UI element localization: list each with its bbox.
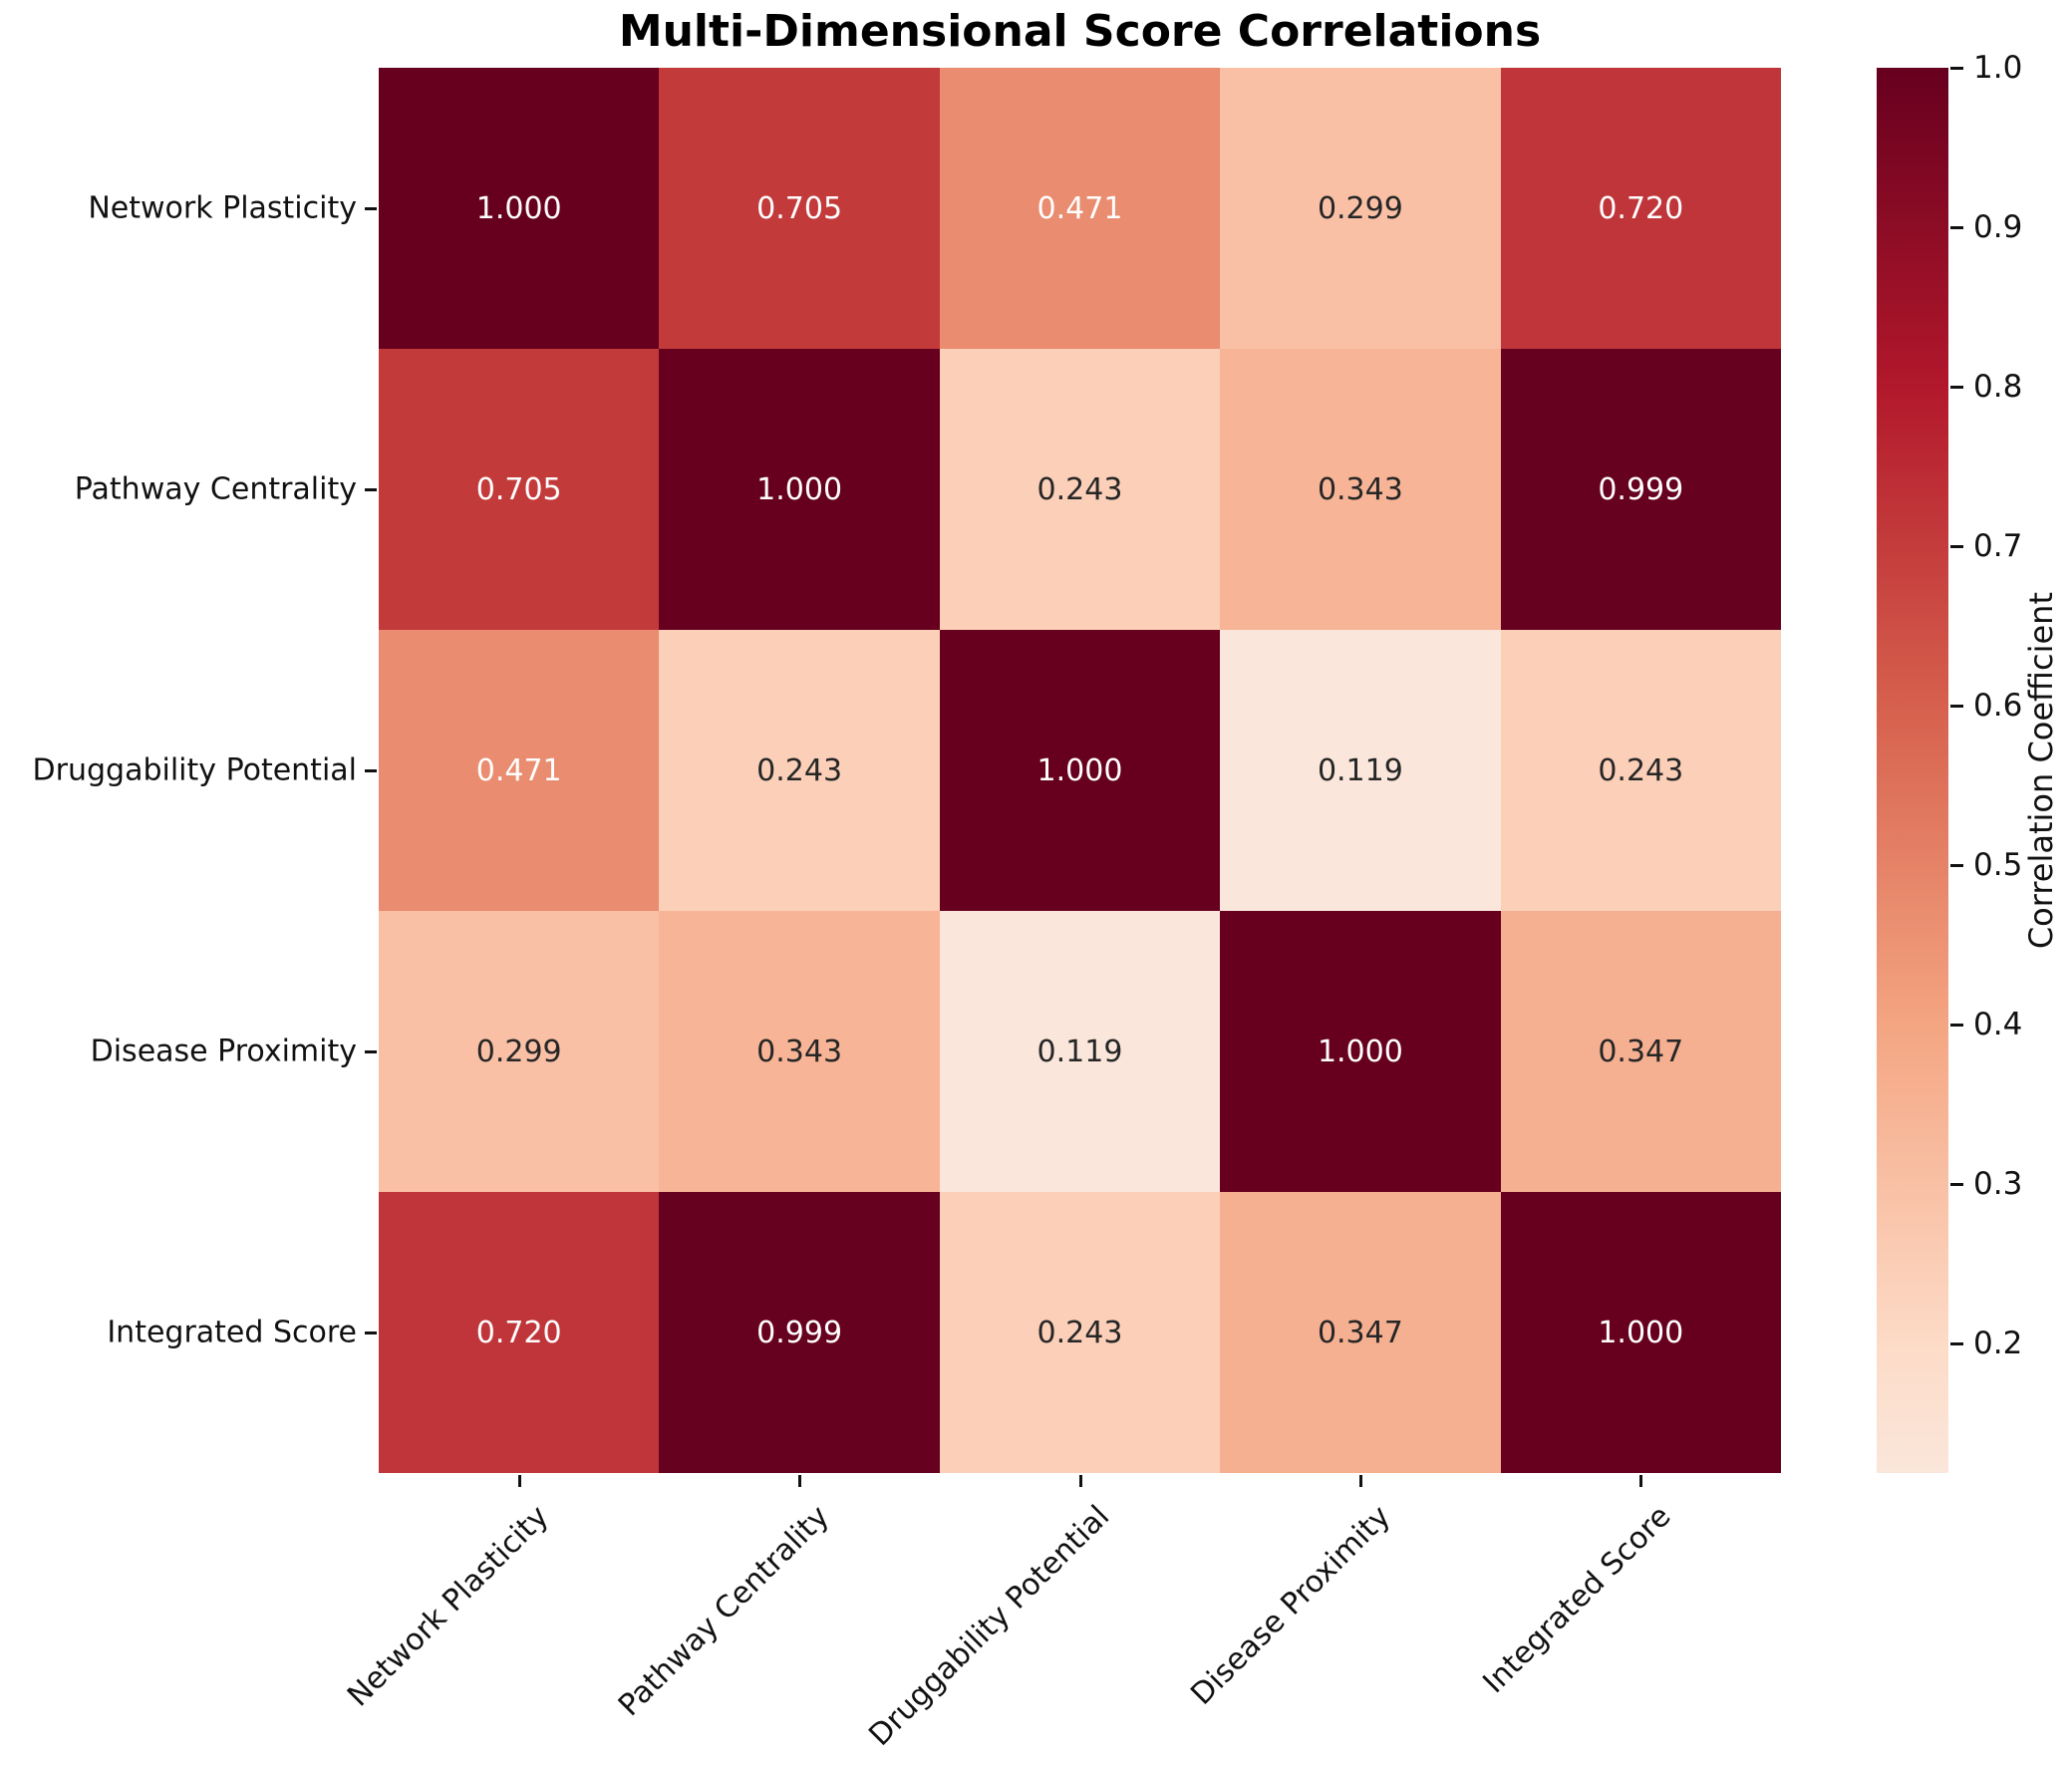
colorbar-tick-mark [1950,864,1963,868]
heatmap-cell: 0.119 [939,911,1221,1192]
cell-value-label: 1.000 [756,471,843,507]
colorbar-tick-mark [1950,545,1963,549]
y-tick-label: Network Plasticity [88,190,357,226]
cell-value-label: 0.119 [1036,1034,1123,1069]
y-tick-label: Pathway Centrality [74,471,357,507]
heatmap-cell: 0.299 [379,911,660,1192]
y-tick-mark [365,207,377,210]
cell-value-label: 0.999 [1598,471,1684,507]
heatmap-cell: 0.243 [939,1192,1221,1473]
x-tick-label: Disease Proximity [1183,1499,1397,1712]
cell-value-label: 0.999 [756,1315,843,1350]
x-tick-label: Pathway Centrality [611,1499,836,1724]
heatmap-cell: 0.471 [379,630,660,911]
cell-value-label: 1.000 [1036,752,1123,788]
y-tick-mark [365,1050,377,1053]
colorbar-tick-mark [1950,1342,1963,1346]
cell-value-label: 0.243 [756,752,843,788]
cell-value-label: 0.343 [1317,471,1403,507]
heatmap-cell: 1.000 [1220,911,1501,1192]
heatmap-cell: 0.243 [1500,630,1781,911]
cell-value-label: 0.720 [1598,190,1684,226]
cell-value-label: 0.119 [1317,752,1403,788]
cell-value-label: 0.343 [756,1034,843,1069]
cell-value-label: 1.000 [1317,1034,1403,1069]
x-tick-mark [517,1475,521,1487]
cell-value-label: 0.705 [756,190,843,226]
colorbar-tick-mark [1950,705,1963,709]
heatmap-cell: 1.000 [1500,1192,1781,1473]
cell-value-label: 0.720 [475,1315,562,1350]
chart-title: Multi-Dimensional Score Correlations [618,6,1542,57]
x-tick-label: Druggability Potential [862,1499,1117,1753]
colorbar-tick-label: 0.3 [1973,1166,2023,1203]
colorbar-tick-label: 0.7 [1973,528,2023,565]
y-tick-mark [365,488,377,491]
heatmap-cell: 0.999 [1500,349,1781,630]
x-tick-mark [1358,1475,1362,1487]
heatmap-cell: 0.720 [379,1192,660,1473]
cell-value-label: 0.347 [1598,1034,1684,1069]
colorbar-tick-label: 0.4 [1973,1007,2023,1043]
heatmap-cell: 0.347 [1220,1192,1501,1473]
colorbar-tick-label: 0.2 [1973,1326,2023,1362]
colorbar [1877,68,1948,1473]
cell-value-label: 0.347 [1317,1315,1403,1350]
colorbar-tick-mark [1950,67,1963,70]
cell-value-label: 0.471 [475,752,562,788]
colorbar-tick-label: 0.6 [1973,688,2023,725]
y-tick-label: Druggability Potential [32,752,357,788]
heatmap-cell: 1.000 [939,630,1221,911]
heatmap-cell: 0.343 [1220,349,1501,630]
heatmap-cell: 0.705 [659,68,940,349]
cell-value-label: 0.299 [1317,190,1403,226]
cell-value-label: 0.299 [475,1034,562,1069]
heatmap-grid: 1.000 0.705 0.471 0.299 0.720 0.705 1.000 0.243… [379,68,1781,1473]
heatmap-cell: 0.471 [939,68,1221,349]
cell-value-label: 0.243 [1036,471,1123,507]
heatmap-cell: 0.243 [939,349,1221,630]
heatmap-cell: 0.343 [659,911,940,1192]
heatmap-cell: 1.000 [659,349,940,630]
heatmap-cell: 0.705 [379,349,660,630]
y-tick-mark [365,1331,377,1334]
cell-value-label: 1.000 [475,190,562,226]
colorbar-tick-label: 1.0 [1973,50,2023,86]
x-tick-mark [1078,1475,1082,1487]
cell-value-label: 0.471 [1036,190,1123,226]
x-tick-label: Integrated Score [1476,1499,1678,1701]
colorbar-axis-label: Correlation Coefficient [2022,591,2060,950]
heatmap-cell: 0.999 [659,1192,940,1473]
x-tick-mark [798,1475,802,1487]
cell-value-label: 0.243 [1036,1315,1123,1350]
colorbar-tick-label: 0.8 [1973,369,2023,406]
heatmap-cell: 0.347 [1500,911,1781,1192]
colorbar-tick-label: 0.5 [1973,847,2023,884]
cell-value-label: 1.000 [1598,1315,1684,1350]
y-tick-mark [365,769,377,772]
colorbar-tick-mark [1950,386,1963,390]
cell-value-label: 0.243 [1598,752,1684,788]
y-tick-label: Disease Proximity [90,1034,357,1069]
y-tick-label: Integrated Score [107,1315,357,1350]
colorbar-tick-mark [1950,1183,1963,1187]
heatmap-cell: 0.720 [1500,68,1781,349]
colorbar-tick-mark [1950,226,1963,230]
colorbar-tick-mark [1950,1024,1963,1028]
cell-value-label: 0.705 [475,471,562,507]
heatmap-cell: 0.243 [659,630,940,911]
heatmap-cell: 1.000 [379,68,660,349]
heatmap-cell: 0.299 [1220,68,1501,349]
colorbar-tick-label: 0.9 [1973,209,2023,246]
x-tick-mark [1639,1475,1643,1487]
heatmap-cell: 0.119 [1220,630,1501,911]
x-tick-label: Network Plasticity [341,1499,556,1714]
